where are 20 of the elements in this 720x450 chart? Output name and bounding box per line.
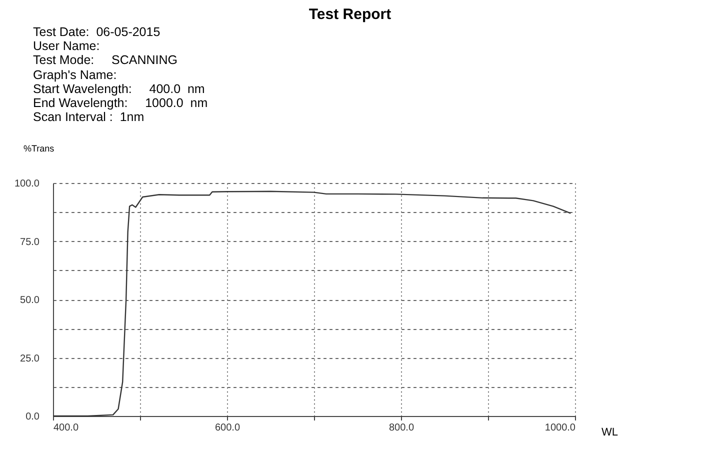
x-tick-label: 400.0 xyxy=(54,422,79,434)
text: Scan Interval : 1nm xyxy=(33,110,146,124)
text: Test Date: 06-05-2015 xyxy=(33,25,162,40)
line-series xyxy=(52,190,572,417)
chart-title: Test Report xyxy=(308,6,392,23)
text: End Wavelength: 1000.0 nm xyxy=(33,96,208,110)
y-tick-label: 25.0 xyxy=(20,353,40,364)
text: Graph's Name: xyxy=(33,68,118,82)
x-tick-label: 1000.0 xyxy=(544,422,576,434)
y-tick-label: 75.0 xyxy=(20,236,40,248)
text: User Name: xyxy=(33,39,101,54)
x-tick-label: 600.0 xyxy=(214,422,240,434)
y-tick-label: 100.0 xyxy=(14,178,40,190)
y-tick-label: 50.0 xyxy=(20,295,40,306)
x-tick-label: 800.0 xyxy=(388,422,414,434)
y-axis-title: %Trans xyxy=(24,144,55,154)
y-tick-label: 0.0 xyxy=(26,412,40,422)
text: Start Wavelength: 400.0 nm xyxy=(33,82,206,96)
text: Test Mode: SCANNING xyxy=(33,53,178,68)
x-axis-title: WL xyxy=(602,426,618,438)
